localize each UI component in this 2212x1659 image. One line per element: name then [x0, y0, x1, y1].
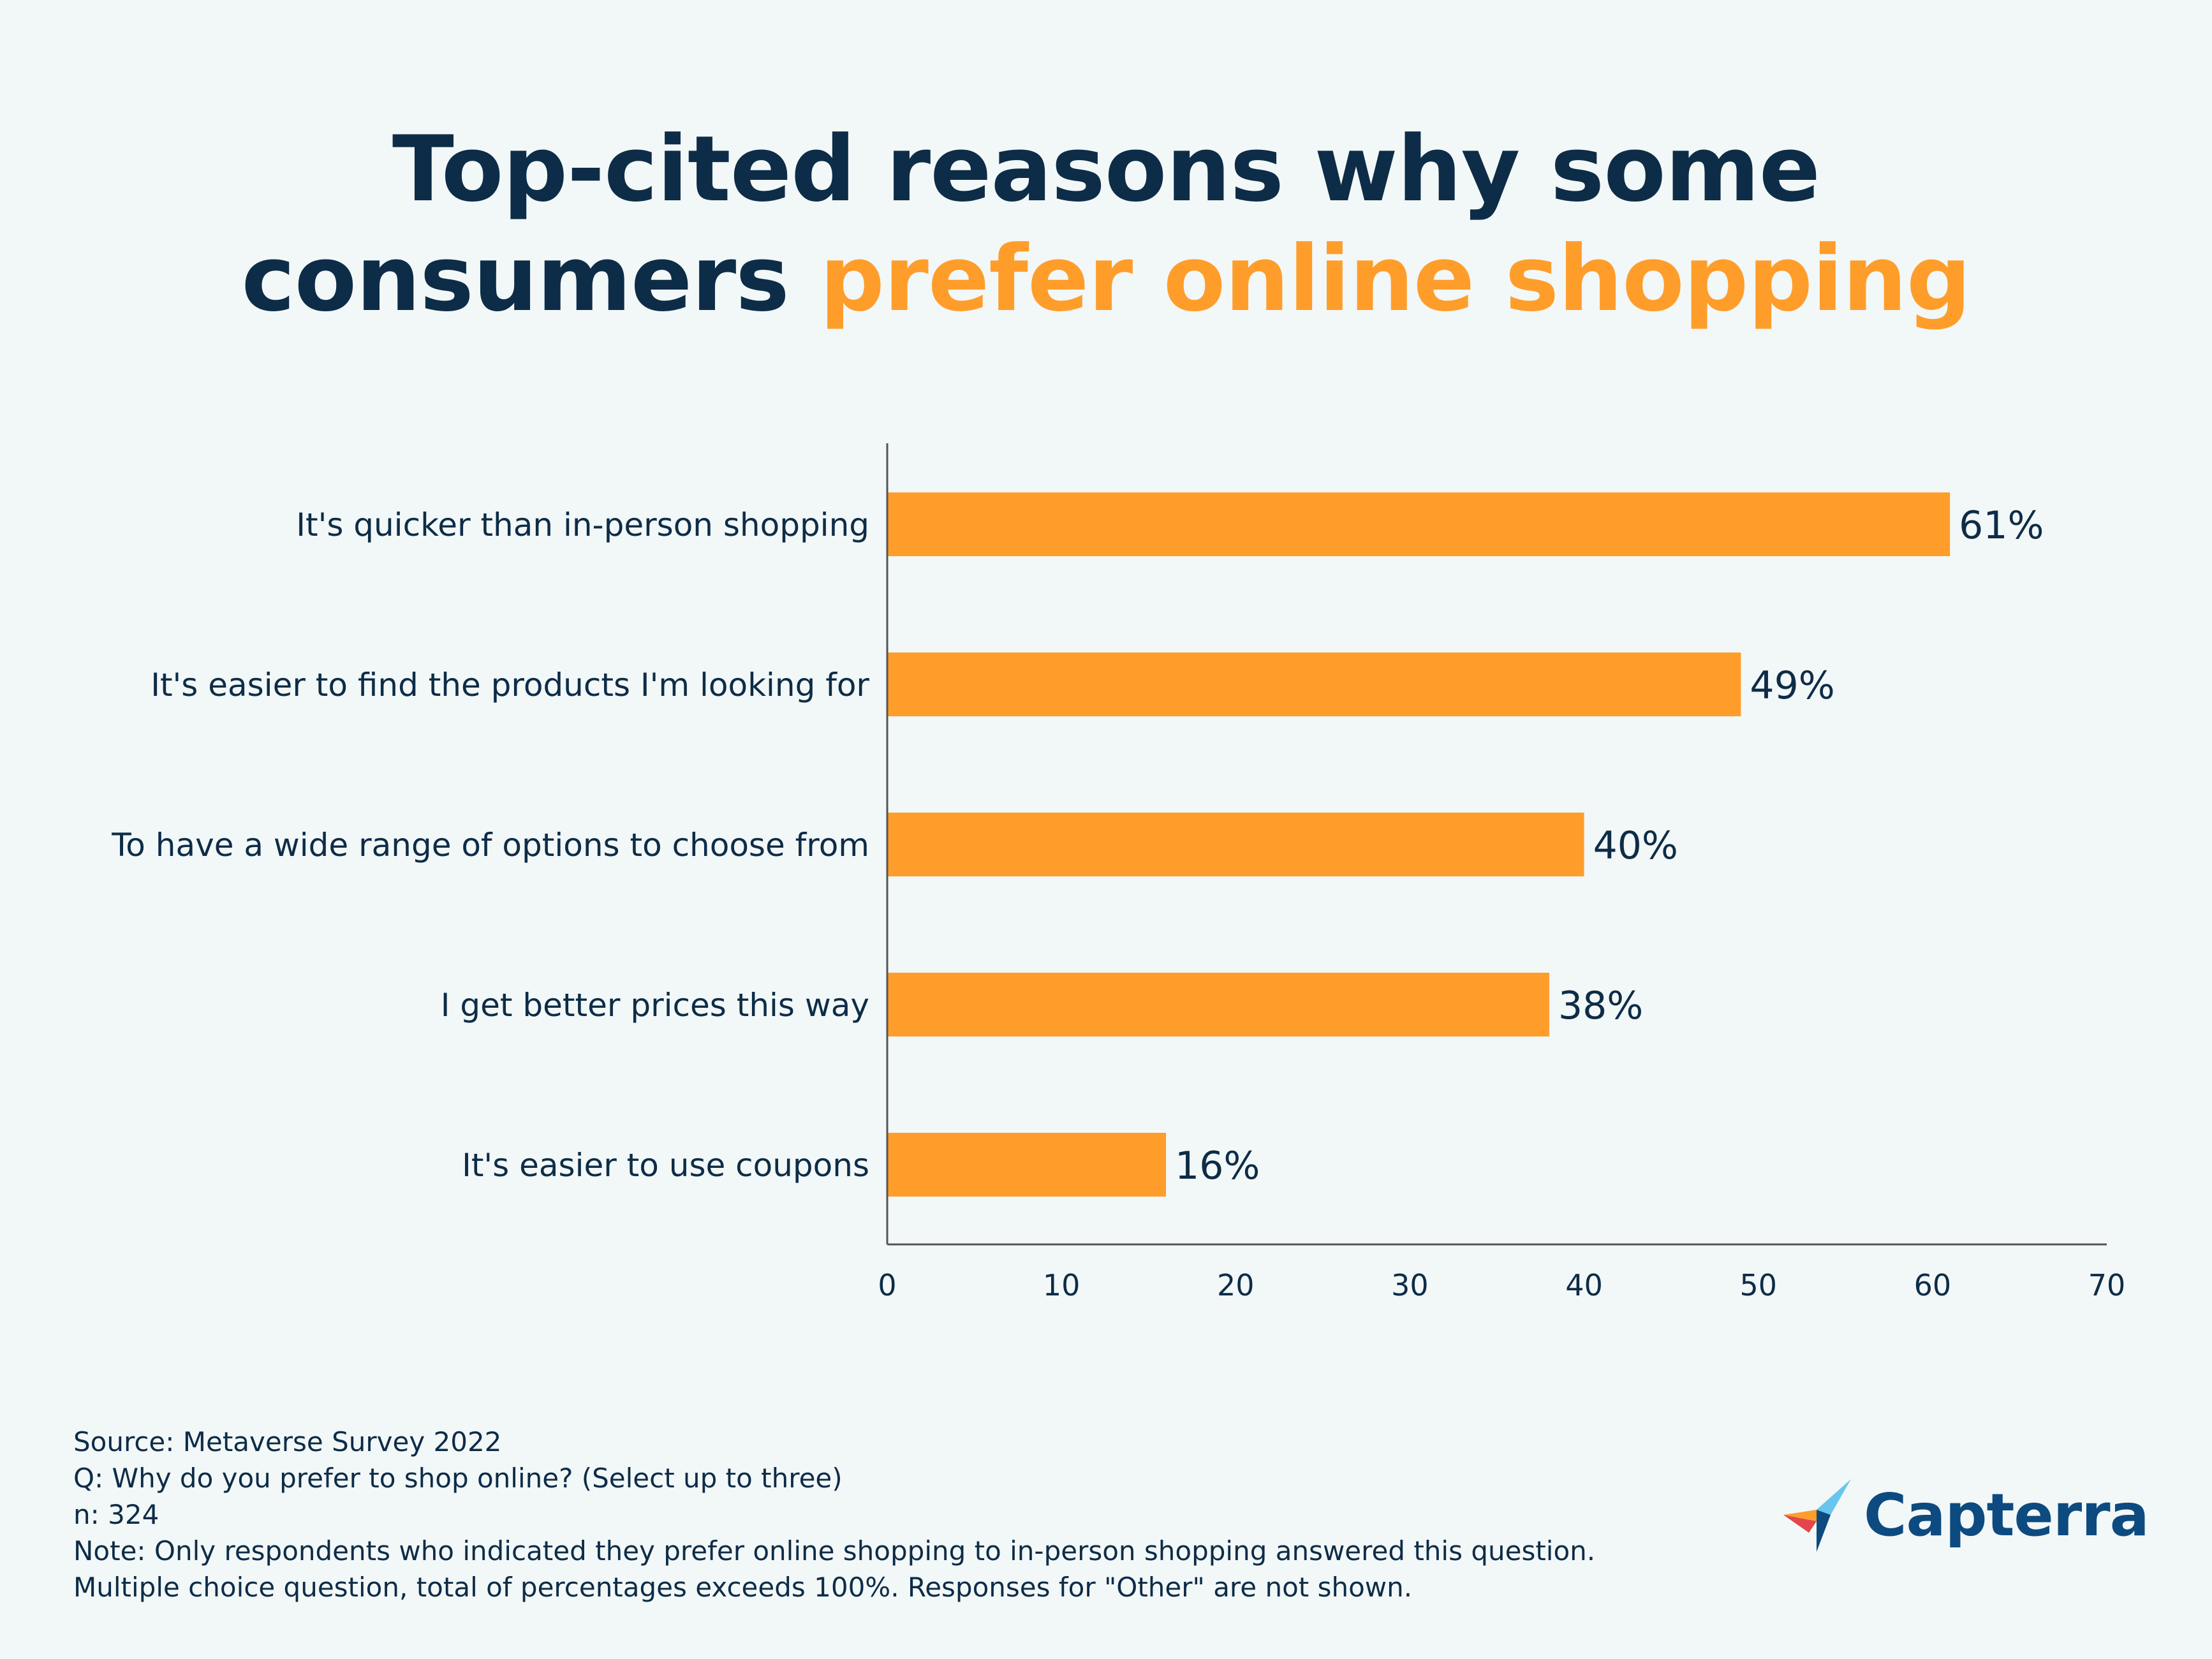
x-tick-label-50: 50	[1739, 1268, 1777, 1302]
value-label-4: 38%	[1558, 984, 1643, 1028]
multiple-choice-note: Multiple choice question, total of perce…	[73, 1572, 1413, 1603]
x-tick-label-10: 10	[1043, 1268, 1080, 1302]
category-label-2: It's easier to find the products I'm loo…	[151, 667, 869, 704]
category-label-1: It's quicker than in-person shopping	[296, 506, 869, 543]
title-line-2: consumers prefer online shopping	[0, 225, 2212, 334]
x-tick-label-20: 20	[1217, 1268, 1255, 1302]
respondents-note: Note: Only respondents who indicated the…	[73, 1535, 1596, 1567]
question-note: Q: Why do you prefer to shop online? (Se…	[73, 1463, 843, 1494]
category-label-5: It's easier to use coupons	[462, 1147, 869, 1184]
value-label-2: 49%	[1750, 663, 1834, 708]
axes-layer	[886, 443, 2107, 1246]
capterra-logo-text: Capterra	[1864, 1480, 2149, 1549]
x-tick-label-60: 60	[1914, 1268, 1952, 1302]
value-label-5: 16%	[1175, 1144, 1260, 1188]
category-label-3: To have a wide range of options to choos…	[111, 827, 869, 864]
chart-title: Top-cited reasons why some consumers pre…	[0, 115, 2212, 334]
sample-size-note: n: 324	[73, 1499, 159, 1530]
capterra-arrow-icon	[1783, 1479, 1851, 1552]
footer-notes: Source: Metaverse Survey 2022 Q: Why do …	[73, 1424, 1595, 1605]
title-line-1: Top-cited reasons why some	[392, 117, 1820, 222]
bar-5	[887, 1133, 1167, 1197]
category-label-4: I get better prices this way	[441, 987, 869, 1024]
title-line-2-accent: prefer online shopping	[820, 226, 1971, 332]
bar-chart: It's quicker than in-person shopping 61% I…	[111, 443, 2125, 1302]
value-label-3: 40%	[1593, 823, 1678, 868]
value-label-1: 61%	[1959, 503, 2044, 548]
x-tick-label-40: 40	[1565, 1268, 1603, 1302]
x-tick-label-70: 70	[2088, 1268, 2126, 1302]
capterra-logo: Capterra	[1780, 1473, 2149, 1556]
labels-layer: It's quicker than in-person shopping 61% I…	[111, 503, 2125, 1302]
source-note: Source: Metaverse Survey 2022	[73, 1426, 502, 1457]
bars-layer	[887, 492, 1950, 1197]
x-tick-label-30: 30	[1391, 1268, 1429, 1302]
bar-2	[887, 653, 1741, 716]
bar-1	[887, 492, 1950, 556]
bar-4	[887, 973, 1549, 1036]
x-tick-label-0: 0	[878, 1268, 896, 1302]
bar-3	[887, 813, 1584, 876]
title-line-2-plain: consumers	[241, 226, 820, 332]
